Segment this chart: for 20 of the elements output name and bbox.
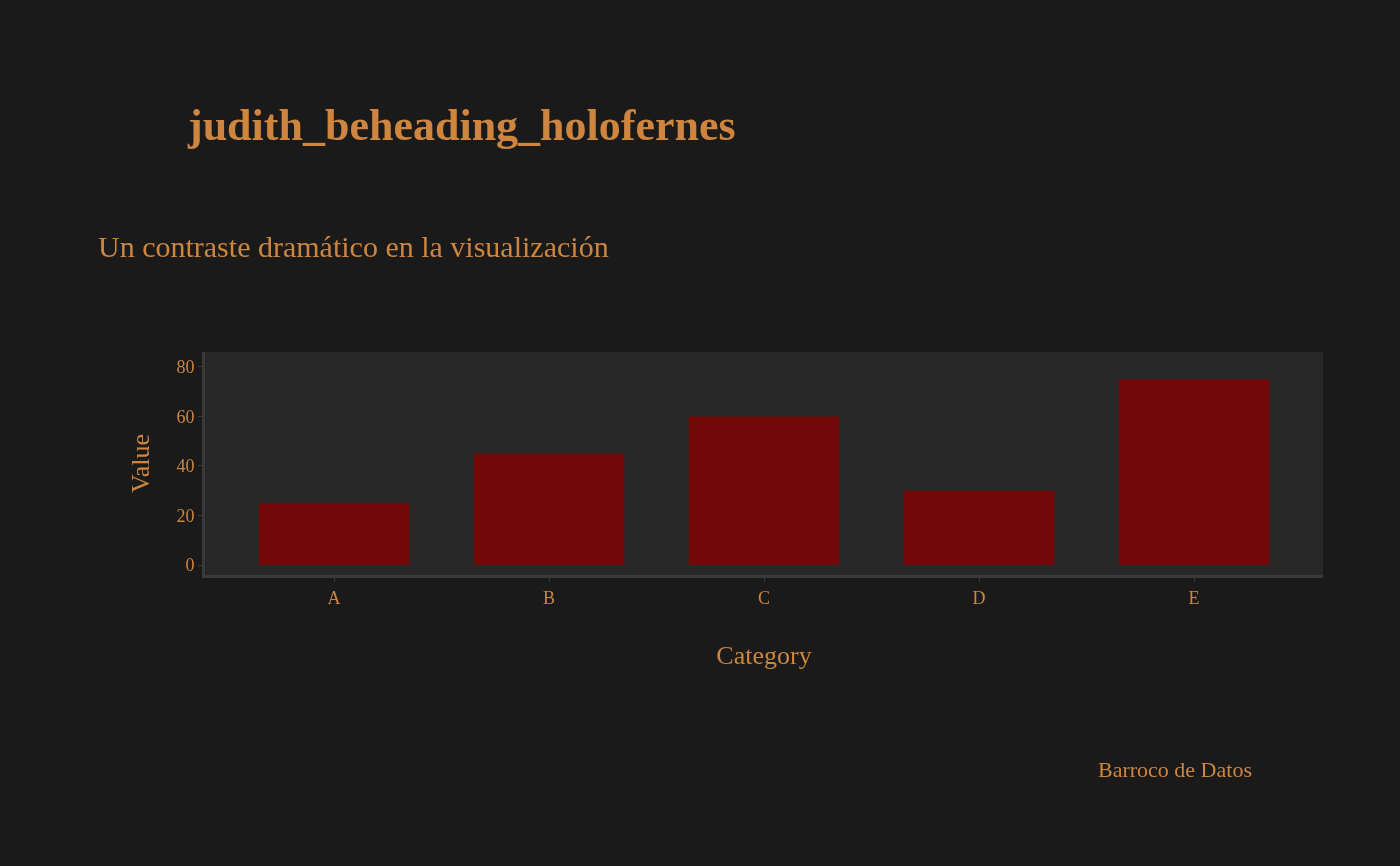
bar (688, 416, 840, 566)
x-tick-label: D (972, 587, 986, 608)
x-tick-label: A (327, 587, 341, 608)
x-axis-title: Category (716, 641, 812, 671)
bar (903, 490, 1055, 566)
text: Barroco de Datos (1098, 757, 1252, 782)
bar (473, 453, 625, 566)
chart-title: judith_beheading_holofernes (187, 101, 736, 151)
y-tick-label: 0 (185, 555, 195, 576)
chart-subtitle: Un contraste dramático en la visualización (98, 230, 609, 263)
x-tick-label: B (542, 587, 556, 608)
bar (258, 503, 410, 566)
x-tick-label: E (1188, 587, 1200, 608)
y-axis-title: Value (125, 433, 155, 494)
bar (1118, 379, 1270, 566)
y-tick-label: 20 (176, 505, 195, 526)
x-tick-label: C (757, 587, 771, 608)
y-tick-label: 60 (176, 406, 195, 427)
y-tick-label: 40 (176, 456, 195, 477)
y-tick-label: 80 (176, 357, 195, 378)
